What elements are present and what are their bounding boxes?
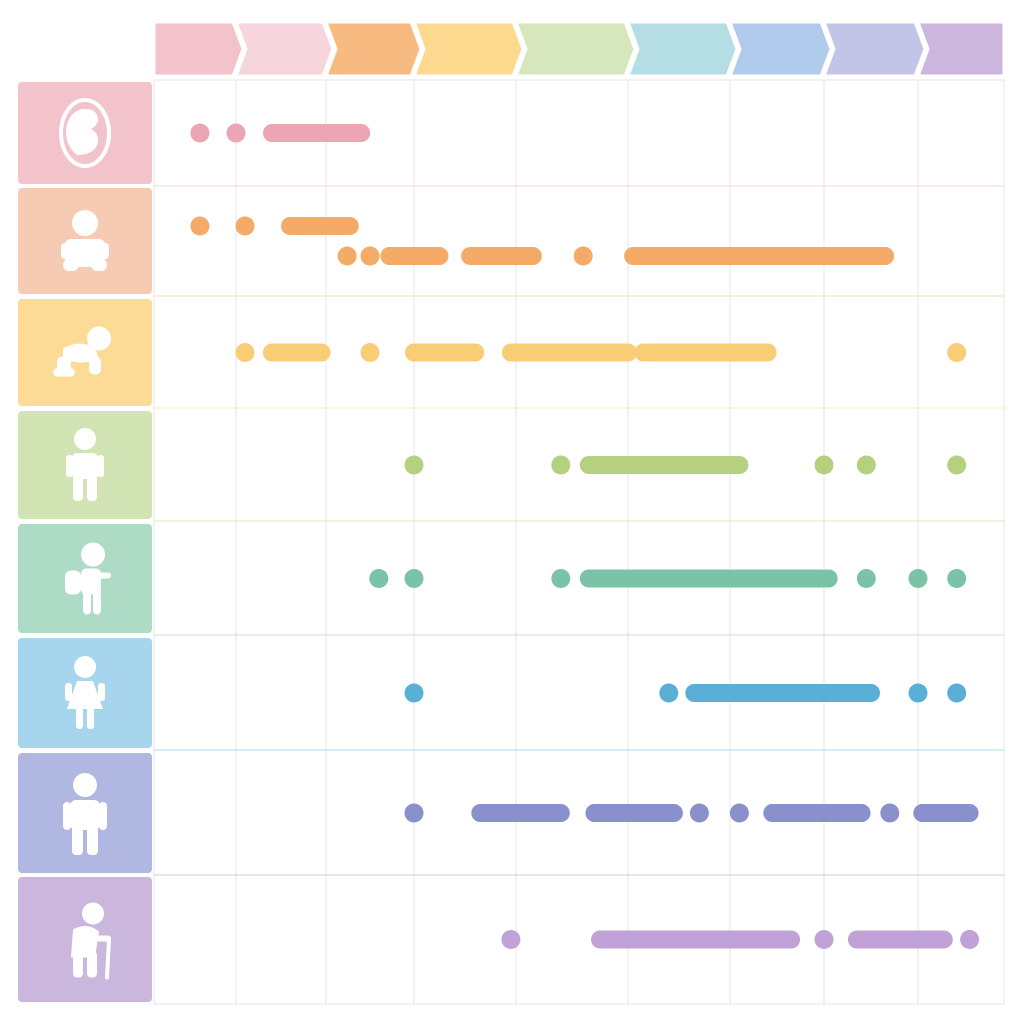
stage-row-elderly [18,877,980,1002]
timeline-dot [947,343,967,362]
grid-panel [153,79,1005,1005]
timeline-dot [369,569,389,588]
header-arrow-7 [727,20,833,78]
header-arrow-4 [411,20,525,78]
timeline-dot [551,455,571,475]
timeline-dot [404,803,424,823]
timeline-dot [360,343,380,362]
timeline-dot [856,569,876,588]
header-arrow-8 [821,20,927,78]
stage-row-toddler [18,299,967,406]
timeline-dot [729,803,749,823]
crawling-baby-icon [53,326,111,377]
stage-row-schoolchild [18,524,967,633]
timeline-dot [880,803,900,823]
stage-row-child [18,411,967,519]
timeline-dot [190,123,210,143]
timeline-dot [856,455,876,475]
timeline-dot [404,683,424,703]
timeline-dot [573,246,593,266]
elderly-with-cane-icon [71,902,111,980]
stage-rows [18,82,980,1002]
timeline-dot [960,930,980,949]
timeline-dot [908,683,928,703]
embryo-icon [59,98,111,168]
infant-icon [61,210,109,271]
timeline-dot [947,683,967,703]
header-arrow-1 [152,20,245,78]
schoolchild-backpack-icon [65,542,111,615]
header-arrow-3 [323,20,423,78]
adult-icon [63,773,107,855]
timeline-dot [947,569,967,588]
child-icon [66,428,104,501]
timeline-dot [551,569,571,588]
timeline-dot [226,123,246,143]
timeline-dot [689,803,709,823]
header-arrow-5 [513,20,637,78]
timeline-dot [659,683,679,703]
timeline-dot [235,216,255,236]
stage-row-adult [18,753,979,873]
timeline-dot [908,569,928,588]
timeline-dot [814,930,834,949]
timeline-dot [337,246,357,266]
stage-row-adolescent [18,638,967,748]
timeline-dot [947,455,967,475]
header-arrow-strip [152,20,1006,78]
timeline-dot [235,343,255,362]
timeline-dot [360,246,380,266]
timeline-dot [404,455,424,475]
header-arrow-2 [233,20,335,78]
stage-row-infant [18,188,895,294]
header-arrow-9 [915,20,1006,78]
timeline-dot [190,216,210,236]
timeline-dot [501,930,521,949]
timeline-dot [404,569,424,588]
timeline-dot [814,455,834,475]
stage-row-prenatal [18,82,371,184]
grid-frame [153,79,1005,1005]
header-arrow-6 [625,20,739,78]
girl-icon [65,656,105,729]
